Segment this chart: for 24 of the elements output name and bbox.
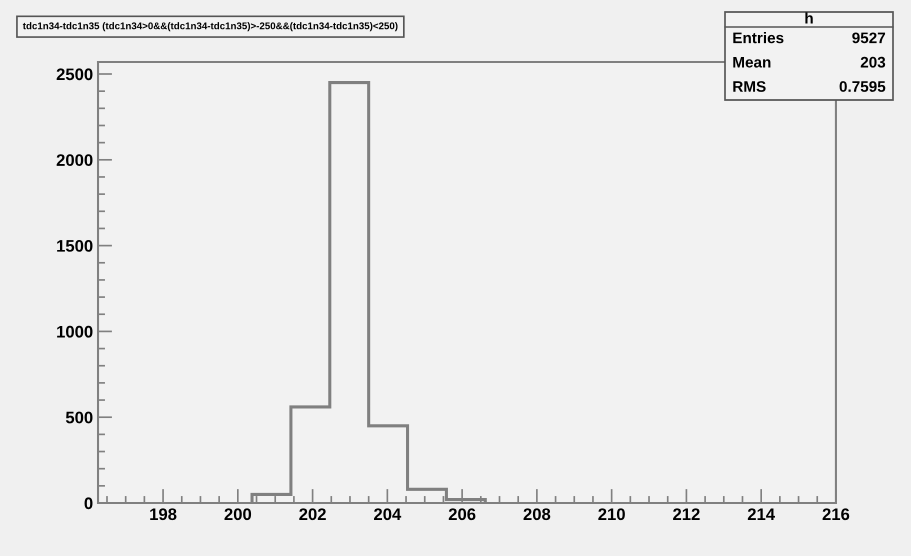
x-tick-label: 216 — [822, 508, 850, 520]
annotation: Mean — [733, 56, 770, 68]
y-tick-label: 1500 — [57, 240, 92, 252]
x-tick-label: 212 — [673, 508, 700, 520]
x-tick-label: 206 — [448, 508, 476, 520]
y-tick-label: 1000 — [57, 326, 92, 338]
x-tick-label: 214 — [748, 508, 775, 520]
y-tick-label: 0 — [84, 497, 92, 510]
y-tick-label: 500 — [66, 412, 92, 424]
text: 203 — [860, 56, 886, 68]
annotation: RMS — [733, 81, 766, 92]
text: Entries — [733, 32, 784, 44]
y-tick-label: 2000 — [56, 154, 92, 166]
text: 0.7595 — [840, 81, 886, 92]
text: h — [805, 12, 813, 24]
chart-title: tdc1n34-tdc1n35 (tdc1n34>0&&(tdc1n34-tdc1n35)>-250&&(tdc1n34-tdc1n35)<250) — [22, 22, 398, 32]
y-tick-label: 2500 — [56, 68, 92, 80]
x-tick-label: 202 — [299, 508, 326, 520]
text: 9527 — [852, 32, 886, 44]
x-tick-label: 208 — [524, 508, 550, 520]
x-tick-label: 200 — [224, 508, 252, 520]
x-tick-label: 198 — [150, 508, 176, 520]
x-tick-label: 204 — [374, 508, 402, 520]
x-tick-label: 210 — [598, 508, 625, 520]
